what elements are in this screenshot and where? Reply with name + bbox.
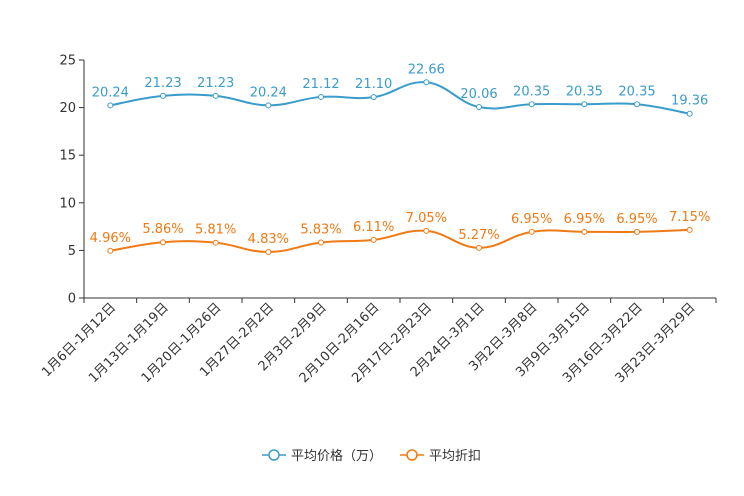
data-label: 6.95% xyxy=(564,212,605,227)
data-point xyxy=(476,104,482,111)
data-label: 6.95% xyxy=(616,212,657,227)
data-label: 21.23 xyxy=(144,76,181,91)
data-label: 20.24 xyxy=(92,85,129,100)
data-point xyxy=(581,228,588,235)
data-label: 22.66 xyxy=(408,62,445,77)
data-point xyxy=(423,79,430,86)
legend[interactable]: 平均价格（万） 平均折扣 xyxy=(262,448,481,464)
series-layer: 20.24 21.23 21.23 20.24 21.12 21.10 22.66 20.06… xyxy=(90,62,710,256)
x-axis: 1月6日-1月12日1月13日-1月19日1月20日-1月26日1月27日-2月… xyxy=(39,297,717,386)
data-point xyxy=(107,102,114,109)
data-label: 21.23 xyxy=(197,76,234,91)
y-tick-label: 15 xyxy=(59,149,76,164)
data-label: 21.10 xyxy=(355,77,392,92)
data-point xyxy=(528,228,535,235)
data-point xyxy=(686,226,693,233)
data-label: 20.35 xyxy=(618,84,655,99)
series-line xyxy=(110,81,690,115)
data-label: 21.12 xyxy=(302,77,339,92)
data-point xyxy=(370,94,377,101)
data-label: 6.11% xyxy=(353,220,394,235)
data-label: 20.35 xyxy=(566,84,603,99)
legend-item-1[interactable]: 平均价格（万） xyxy=(262,448,382,464)
data-point xyxy=(212,92,219,99)
data-label: 20.06 xyxy=(460,87,497,102)
data-point xyxy=(160,239,166,246)
data-point xyxy=(423,227,430,234)
data-label: 7.15% xyxy=(669,210,710,225)
data-point xyxy=(476,244,482,251)
data-point xyxy=(160,92,166,99)
y-axis: 0 5 10 15 20 25 xyxy=(59,54,85,307)
y-tick-label: 0 xyxy=(68,292,76,307)
data-label: 7.05% xyxy=(406,211,447,226)
series-2: 4.96% 5.86% 5.81% 4.83% 5.83% 6.11% 7.05% 5.27%… xyxy=(90,210,710,256)
data-label: 19.36 xyxy=(671,94,708,109)
data-label: 5.81% xyxy=(195,223,236,238)
data-point xyxy=(581,101,588,108)
data-point xyxy=(318,93,324,100)
legend-label: 平均折扣 xyxy=(429,449,481,464)
y-tick-label: 5 xyxy=(68,244,76,259)
data-point xyxy=(265,249,272,256)
data-point xyxy=(686,110,693,117)
series-1: 20.24 21.23 21.23 20.24 21.12 21.10 22.66 20.06… xyxy=(92,62,708,117)
data-label: 5.86% xyxy=(142,222,183,237)
data-point xyxy=(318,239,324,246)
data-label: 5.83% xyxy=(300,222,341,237)
data-label: 4.96% xyxy=(90,231,131,246)
data-point xyxy=(212,239,219,246)
legend-item-2[interactable]: 平均折扣 xyxy=(400,449,481,464)
data-point xyxy=(634,101,640,108)
y-tick-label: 20 xyxy=(59,101,76,116)
legend-marker-icon xyxy=(406,449,418,461)
y-tick-label: 10 xyxy=(59,196,76,211)
data-label: 4.83% xyxy=(248,232,289,247)
data-point xyxy=(107,247,114,254)
y-tick-label: 25 xyxy=(59,54,76,69)
data-label: 20.24 xyxy=(250,85,287,100)
data-point xyxy=(265,102,272,109)
data-label: 5.27% xyxy=(458,228,499,243)
data-label: 6.95% xyxy=(511,212,552,227)
legend-marker-icon xyxy=(268,449,280,461)
data-point xyxy=(634,228,640,235)
data-point xyxy=(528,101,535,108)
data-point xyxy=(370,236,377,243)
legend-label: 平均价格（万） xyxy=(291,448,382,464)
series-line xyxy=(110,228,690,254)
data-label: 20.35 xyxy=(513,84,550,99)
